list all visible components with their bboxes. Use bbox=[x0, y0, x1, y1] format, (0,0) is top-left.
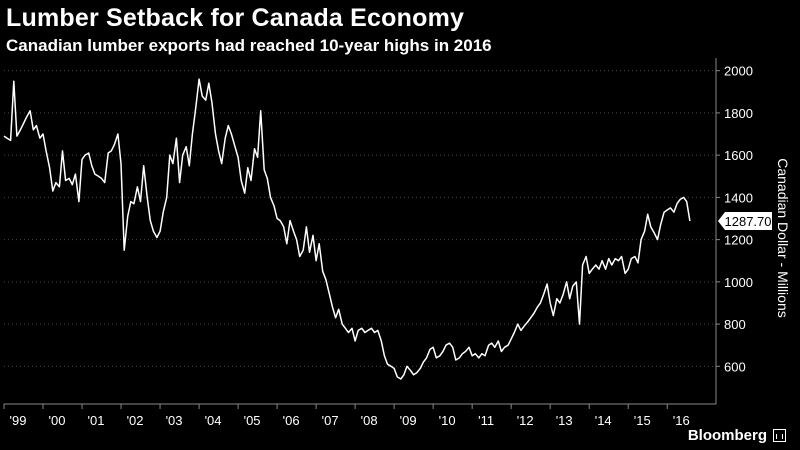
y-tick-label: 1400 bbox=[724, 190, 753, 205]
x-tick-label: '03 bbox=[166, 413, 183, 428]
x-tick-label: '15 bbox=[634, 413, 651, 428]
brand-label: Bloomberg bbox=[687, 427, 767, 444]
x-tick-label: '05 bbox=[244, 413, 261, 428]
series-line bbox=[3, 78, 691, 380]
x-tick-label: '13 bbox=[556, 413, 573, 428]
y-axis: 600 800 1000 1200 1400 1600 1800 2000 bbox=[715, 58, 753, 404]
x-tick-label: '06 bbox=[283, 413, 300, 428]
y-tick-label: 1200 bbox=[724, 233, 753, 248]
chart-icon bbox=[773, 429, 786, 442]
y-tick-label: 1600 bbox=[724, 148, 753, 163]
x-tick-label: '08 bbox=[361, 413, 378, 428]
x-tick-label: '11 bbox=[478, 413, 494, 428]
gridlines bbox=[4, 70, 716, 367]
x-tick-label: '02 bbox=[127, 413, 144, 428]
chart-subtitle: Canadian lumber exports had reached 10-y… bbox=[6, 36, 492, 55]
y-tick-label: 600 bbox=[724, 359, 746, 374]
x-tick-label: '12 bbox=[517, 413, 534, 428]
x-tick-label: '04 bbox=[205, 413, 222, 428]
x-axis: '99 '00 '01 '02 '03 '04 '05 '06 '07 '08 '09 '10 '11 '… bbox=[3, 403, 716, 428]
x-tick-label: '99 bbox=[10, 413, 27, 428]
x-tick-label: '09 bbox=[400, 413, 417, 428]
y-tick-label: 800 bbox=[724, 317, 746, 332]
bloomberg-logo: Bloomberg bbox=[688, 427, 786, 444]
x-tick-label: '00 bbox=[49, 413, 66, 428]
y-tick-label: 1800 bbox=[724, 106, 753, 121]
x-tick-label: '14 bbox=[595, 413, 612, 428]
chart-title: Lumber Setback for Canada Economy bbox=[6, 4, 465, 32]
x-tick-label: '01 bbox=[88, 413, 105, 428]
y-axis-label: Canadian Dollar - Millions bbox=[775, 158, 791, 318]
last-value-box bbox=[718, 212, 772, 231]
last-value-label: 1287.70 bbox=[725, 214, 772, 229]
x-tick-label: '16 bbox=[673, 413, 690, 428]
y-tick-label: 1000 bbox=[724, 275, 753, 290]
y-tick-label: 2000 bbox=[724, 64, 753, 79]
x-tick-label: '07 bbox=[322, 413, 339, 428]
x-tick-label: '10 bbox=[439, 413, 456, 428]
last-value-callout: 1287.70 bbox=[718, 212, 772, 231]
